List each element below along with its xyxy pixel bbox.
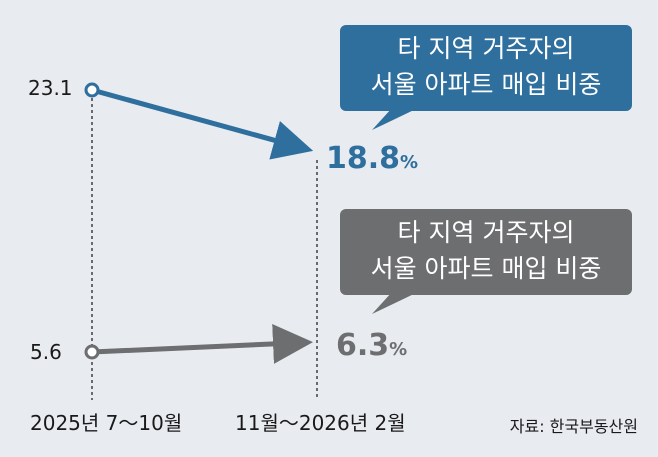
y-tick-label: 5.6 bbox=[30, 340, 62, 364]
series-layer bbox=[84, 82, 314, 364]
series-line bbox=[91, 323, 314, 364]
end-value-label: 6.3% bbox=[336, 328, 407, 363]
callout-line: 타 지역 거주자의 bbox=[397, 34, 575, 63]
end-value-unit: % bbox=[389, 339, 408, 360]
series-line bbox=[91, 87, 314, 160]
x-tick-label: 11월～2026년 2월 bbox=[235, 411, 406, 435]
series-start-point bbox=[84, 82, 100, 98]
end-value-number: 18.8 bbox=[326, 141, 401, 176]
end-value-unit: % bbox=[400, 152, 419, 173]
y-tick-label: 23.1 bbox=[28, 76, 73, 100]
series-1-callout: 타 지역 거주자의 서울 아파트 매입 비중 bbox=[340, 25, 632, 111]
end-value-label: 18.8% bbox=[326, 141, 418, 176]
end-value-number: 6.3 bbox=[336, 328, 390, 363]
callout-line: 타 지역 거주자의 bbox=[397, 218, 575, 247]
series-2-callout: 타 지역 거주자의 서울 아파트 매입 비중 bbox=[340, 209, 632, 295]
x-tick-label: 2025년 7～10월 bbox=[30, 411, 183, 435]
source-note: 자료: 한국부동산원 bbox=[509, 417, 638, 436]
series-start-point bbox=[84, 344, 100, 360]
callout-line: 서울 아파트 매입 비중 bbox=[370, 254, 602, 283]
callout-line: 서울 아파트 매입 비중 bbox=[370, 70, 602, 99]
callout-tail-blue bbox=[372, 108, 418, 130]
callout-tail-gray bbox=[372, 292, 418, 314]
